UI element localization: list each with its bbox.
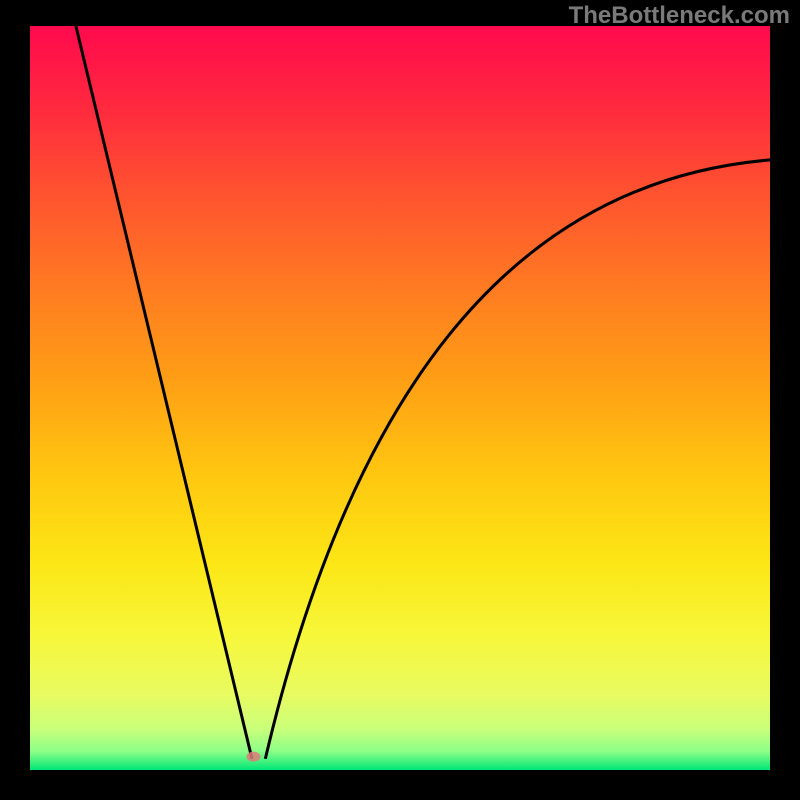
watermark-text: TheBottleneck.com xyxy=(569,2,790,30)
gradient-background xyxy=(30,26,770,770)
chart-svg xyxy=(0,0,800,800)
minimum-marker xyxy=(246,752,260,762)
chart-container: TheBottleneck.com xyxy=(0,0,800,800)
